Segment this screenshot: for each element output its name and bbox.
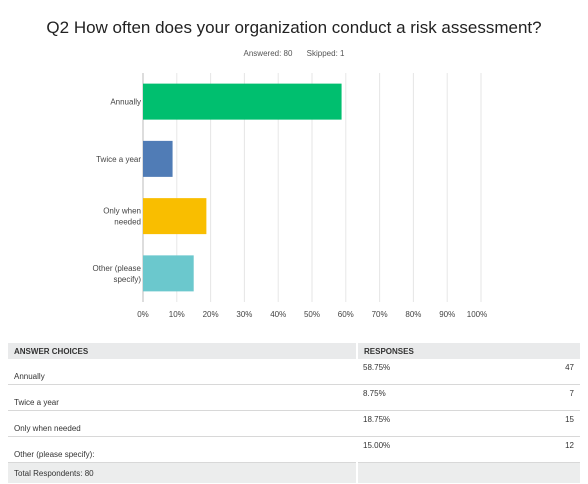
category-label: Other (please specify) bbox=[93, 264, 142, 284]
bar-chart: 0% 10% 20% 30% 40% 50% 60% 70% 80% 90% 100% Annuall… bbox=[93, 73, 487, 319]
choice-cell: Other (please specify): bbox=[8, 436, 357, 463]
x-tick-label: 90% bbox=[439, 310, 455, 319]
table-row: Twice a year 8.75% 7 bbox=[8, 384, 580, 411]
bar bbox=[143, 83, 342, 120]
x-tick-label: 0% bbox=[137, 310, 149, 319]
response-meta: Answered: 80 Skipped: 1 bbox=[0, 49, 588, 58]
choice-cell: Annually bbox=[8, 359, 357, 385]
header-count bbox=[514, 343, 580, 359]
percent-cell: 18.75% bbox=[357, 410, 514, 437]
category-label: Twice a year bbox=[96, 155, 141, 164]
choice-cell: Only when needed bbox=[8, 410, 357, 437]
total-empty-cell bbox=[356, 462, 514, 483]
category-label: Annually bbox=[110, 98, 141, 107]
count-cell: 7 bbox=[514, 384, 580, 411]
bar bbox=[143, 198, 207, 235]
x-tick-label: 10% bbox=[169, 310, 185, 319]
percent-cell: 15.00% bbox=[357, 436, 514, 463]
header-answer-choices: ANSWER CHOICES bbox=[8, 343, 357, 359]
x-tick-label: 40% bbox=[270, 310, 286, 319]
table-header-row: ANSWER CHOICES RESPONSES bbox=[8, 343, 580, 359]
bar bbox=[143, 255, 194, 292]
choice-cell: Twice a year bbox=[8, 384, 357, 411]
x-tick-label: 20% bbox=[203, 310, 219, 319]
percent-cell: 58.75% bbox=[357, 359, 514, 385]
x-tick-label: 100% bbox=[467, 310, 487, 319]
x-tick-label: 50% bbox=[304, 310, 320, 319]
skipped-count: Skipped: 1 bbox=[306, 49, 345, 58]
x-tick-label: 60% bbox=[338, 310, 354, 319]
total-row: Total Respondents: 80 bbox=[8, 462, 580, 483]
count-cell: 47 bbox=[514, 359, 580, 385]
count-cell: 12 bbox=[514, 436, 580, 463]
header-responses: RESPONSES bbox=[356, 343, 514, 359]
bar bbox=[143, 140, 173, 177]
total-empty-cell bbox=[514, 462, 580, 483]
category-label: Only when needed bbox=[103, 207, 141, 227]
percent-cell: 8.75% bbox=[357, 384, 514, 411]
table-row: Other (please specify): 15.00% 12 bbox=[8, 436, 580, 463]
x-tick-label: 30% bbox=[236, 310, 252, 319]
count-cell: 15 bbox=[514, 410, 580, 437]
responses-table: ANSWER CHOICES RESPONSES Annually 58.75%… bbox=[8, 343, 580, 483]
x-tick-label: 80% bbox=[405, 310, 421, 319]
table-row: Annually 58.75% 47 bbox=[8, 359, 580, 385]
chart-title: Q2 How often does your organization cond… bbox=[46, 18, 542, 37]
x-tick-label: 70% bbox=[372, 310, 388, 319]
answered-count: Answered: 80 bbox=[243, 49, 293, 58]
total-respondents: Total Respondents: 80 bbox=[8, 462, 357, 483]
table-row: Only when needed 18.75% 15 bbox=[8, 410, 580, 437]
